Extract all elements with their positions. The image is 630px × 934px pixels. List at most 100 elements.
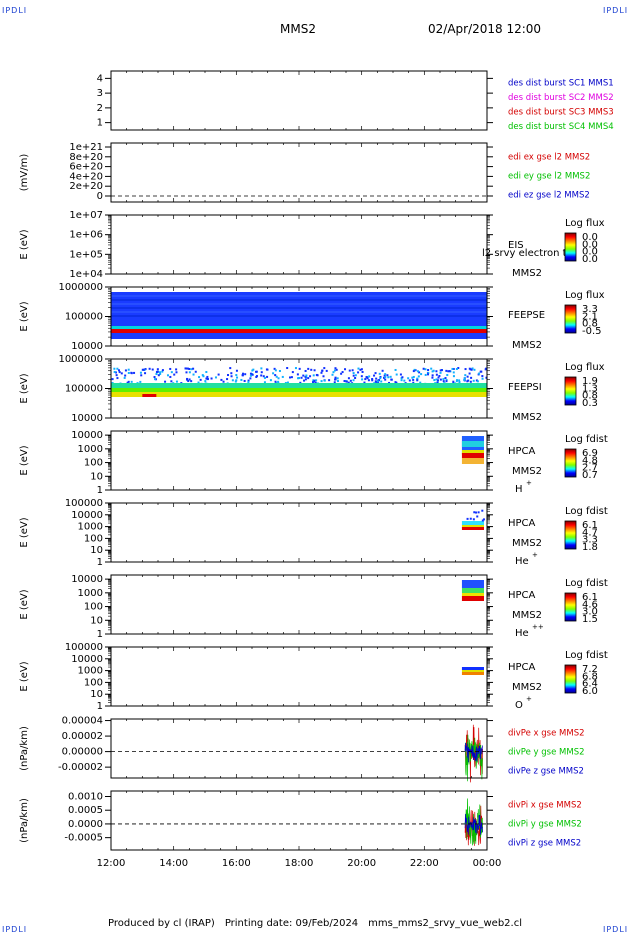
feepsi-flux-pixel bbox=[373, 374, 376, 377]
feepsi-flux-pixel bbox=[316, 374, 319, 377]
feepsi-flux-pixel bbox=[124, 374, 127, 377]
y-axis-label: E (eV) bbox=[19, 301, 30, 331]
feepsi-flux-pixel bbox=[230, 375, 233, 378]
feepse-cyan-band bbox=[111, 326, 487, 329]
legend-entry: des dist burst SC1 MMS1 bbox=[508, 79, 614, 89]
legend-entry: des dist burst SC4 MMS4 bbox=[508, 122, 614, 132]
feepsi-flux-pixel bbox=[381, 369, 384, 372]
feepsi-flux-pixel bbox=[452, 371, 455, 374]
y-tick-label: 1000000 bbox=[58, 282, 103, 293]
feepsi-flux-pixel bbox=[424, 368, 427, 371]
feepsi-flux-pixel bbox=[197, 381, 200, 384]
feepsi-flux-pixel bbox=[235, 374, 238, 377]
feepsi-flux-pixel bbox=[251, 373, 254, 376]
y-tick-label: 100 bbox=[84, 602, 103, 613]
feepsi-flux-pixel bbox=[198, 376, 201, 379]
feepsi-flux-pixel bbox=[188, 371, 191, 374]
feepsi-flux-pixel bbox=[344, 368, 347, 371]
feepsi-flux-pixel bbox=[273, 367, 276, 370]
spacecraft-label: MMS2 bbox=[512, 466, 542, 477]
feepsi-flux-pixel bbox=[417, 370, 420, 373]
feepsi-flux-pixel bbox=[235, 379, 238, 382]
feepsi-flux-pixel bbox=[470, 368, 473, 371]
feepsi-flux-pixel bbox=[389, 375, 392, 378]
feepsi-flux-pixel bbox=[186, 377, 189, 380]
feepsi-flux-pixel bbox=[485, 376, 488, 379]
series-line-z bbox=[464, 813, 483, 835]
hpca-o-yellow bbox=[461, 670, 484, 672]
feepsi-flux-pixel bbox=[251, 369, 254, 372]
feepsi-flux-pixel bbox=[161, 370, 164, 373]
feepsi-flux-pixel bbox=[439, 378, 442, 381]
hpca-he-pixel bbox=[469, 517, 472, 520]
y-tick-label: 1000 bbox=[78, 522, 103, 533]
feepsi-flux-pixel bbox=[359, 368, 362, 371]
feepsi-flux-pixel bbox=[481, 377, 484, 380]
feepse-flux-row bbox=[111, 315, 487, 317]
feepsi-flux-pixel bbox=[354, 374, 357, 377]
y-tick-label: 1e+21 bbox=[69, 142, 103, 153]
feepsi-flux-pixel bbox=[123, 376, 126, 379]
species-label: He bbox=[515, 628, 529, 639]
feepsi-flux-pixel bbox=[445, 379, 448, 382]
feepsi-flux-pixel bbox=[247, 379, 250, 382]
hpca-he-pixel bbox=[476, 515, 479, 518]
colorbar-title: Log fdist bbox=[565, 578, 608, 589]
panel-frame bbox=[110, 214, 488, 275]
y-axis-label: E (eV) bbox=[19, 589, 30, 619]
y-tick-label: 0.0005 bbox=[68, 805, 103, 816]
feepsi-flux-pixel bbox=[299, 381, 302, 384]
feepsi-flux-pixel bbox=[156, 368, 159, 371]
feepsi-flux-pixel bbox=[451, 367, 454, 370]
feepsi-flux-pixel bbox=[335, 368, 338, 371]
feepsi-flux-pixel bbox=[205, 377, 208, 380]
y-tick-label: 1000000 bbox=[58, 354, 103, 365]
feepsi-flux-pixel bbox=[455, 367, 458, 370]
feepsi-flux-pixel bbox=[307, 377, 310, 380]
panel-frame bbox=[110, 574, 488, 635]
instrument-label: EIS bbox=[508, 240, 524, 251]
colorbar-tick-label: 1.8 bbox=[582, 542, 598, 553]
feepsi-flux-pixel bbox=[463, 377, 466, 380]
feepsi-flux-pixel bbox=[445, 380, 448, 383]
feepsi-flux-pixel bbox=[420, 373, 423, 376]
feepsi-flux-pixel bbox=[436, 381, 439, 384]
feepsi-flux-pixel bbox=[416, 379, 419, 382]
feepsi-flux-pixel bbox=[214, 376, 217, 379]
feepsi-flux-pixel bbox=[322, 375, 325, 378]
feepsi-flux-pixel bbox=[155, 370, 158, 373]
feepsi-flux-pixel bbox=[455, 380, 458, 383]
feepsi-flux-pixel bbox=[394, 368, 397, 371]
panel-frame bbox=[110, 142, 488, 203]
feepsi-flux-pixel bbox=[485, 367, 488, 370]
colorbar-tick-label: 2.7 bbox=[582, 463, 598, 474]
feepsi-flux-pixel bbox=[263, 376, 266, 379]
feepsi-flux-pixel bbox=[320, 371, 323, 374]
colorbar-tick-label: 3.3 bbox=[582, 535, 598, 546]
instrument-label: FEEPSI bbox=[508, 382, 542, 393]
feepsi-flux-pixel bbox=[354, 377, 357, 380]
feepsi-flux-pixel bbox=[249, 372, 252, 375]
colorbar-title: Log flux bbox=[565, 218, 605, 229]
y-tick-label: 1 bbox=[97, 701, 103, 712]
feepsi-flux-pixel bbox=[336, 377, 339, 380]
feepsi-flux-pixel bbox=[313, 379, 316, 382]
y-tick-label: 1000 bbox=[78, 588, 103, 599]
feepsi-flux-pixel bbox=[341, 371, 344, 374]
y-tick-label: 10 bbox=[90, 471, 103, 482]
feepsi-flux-pixel bbox=[452, 375, 455, 378]
y-tick-label: 0.00004 bbox=[62, 716, 103, 727]
feepsi-flux-pixel bbox=[331, 373, 334, 376]
feepsi-flux-pixel bbox=[227, 374, 230, 377]
feepsi-flux-pixel bbox=[111, 378, 114, 381]
feepsi-flux-pixel bbox=[255, 375, 258, 378]
feepsi-flux-pixel bbox=[296, 373, 299, 376]
y-axis-label: E (eV) bbox=[19, 661, 30, 691]
colorbar-tick-label: 3.3 bbox=[582, 304, 598, 315]
feepsi-flux-pixel bbox=[472, 379, 475, 382]
feepsi-flux-pixel bbox=[260, 371, 263, 374]
feepsi-flux-pixel bbox=[395, 373, 398, 376]
feepsi-flux-pixel bbox=[127, 371, 130, 374]
feepsi-flux-pixel bbox=[115, 374, 118, 377]
feepsi-flux-pixel bbox=[414, 369, 417, 372]
